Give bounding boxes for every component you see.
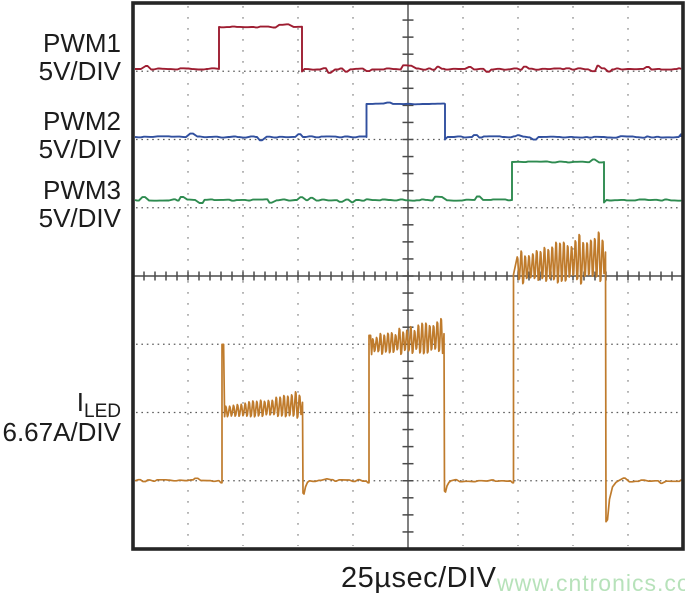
- trace-pwm2: [134, 101, 682, 142]
- channel-name: PWM2: [43, 106, 121, 136]
- trace-pwm3: [134, 158, 682, 204]
- channel-name: ILED: [76, 387, 121, 423]
- channel-scale: 6.67A/DIV: [2, 417, 121, 447]
- plot-border: [131, 1, 685, 551]
- channel-scale: 5V/DIV: [38, 56, 121, 86]
- channel-scale: 5V/DIV: [38, 134, 121, 164]
- trace-iled: [134, 231, 682, 523]
- channel-label-iled: ILED 6.67A/DIV: [0, 387, 121, 447]
- channel-label-pwm3: PWM3 5V/DIV: [0, 176, 121, 232]
- channel-scale: 5V/DIV: [38, 203, 121, 233]
- trace-pwm1: [135, 23, 682, 74]
- timebase-label: 25µsec/DIV: [341, 562, 497, 594]
- channel-label-pwm2: PWM2 5V/DIV: [0, 107, 121, 163]
- channel-name: PWM3: [43, 175, 121, 205]
- watermark: www.cntronics.com: [497, 570, 685, 596]
- channel-name: PWM1: [43, 28, 121, 58]
- channel-label-pwm1: PWM1 5V/DIV: [0, 29, 121, 85]
